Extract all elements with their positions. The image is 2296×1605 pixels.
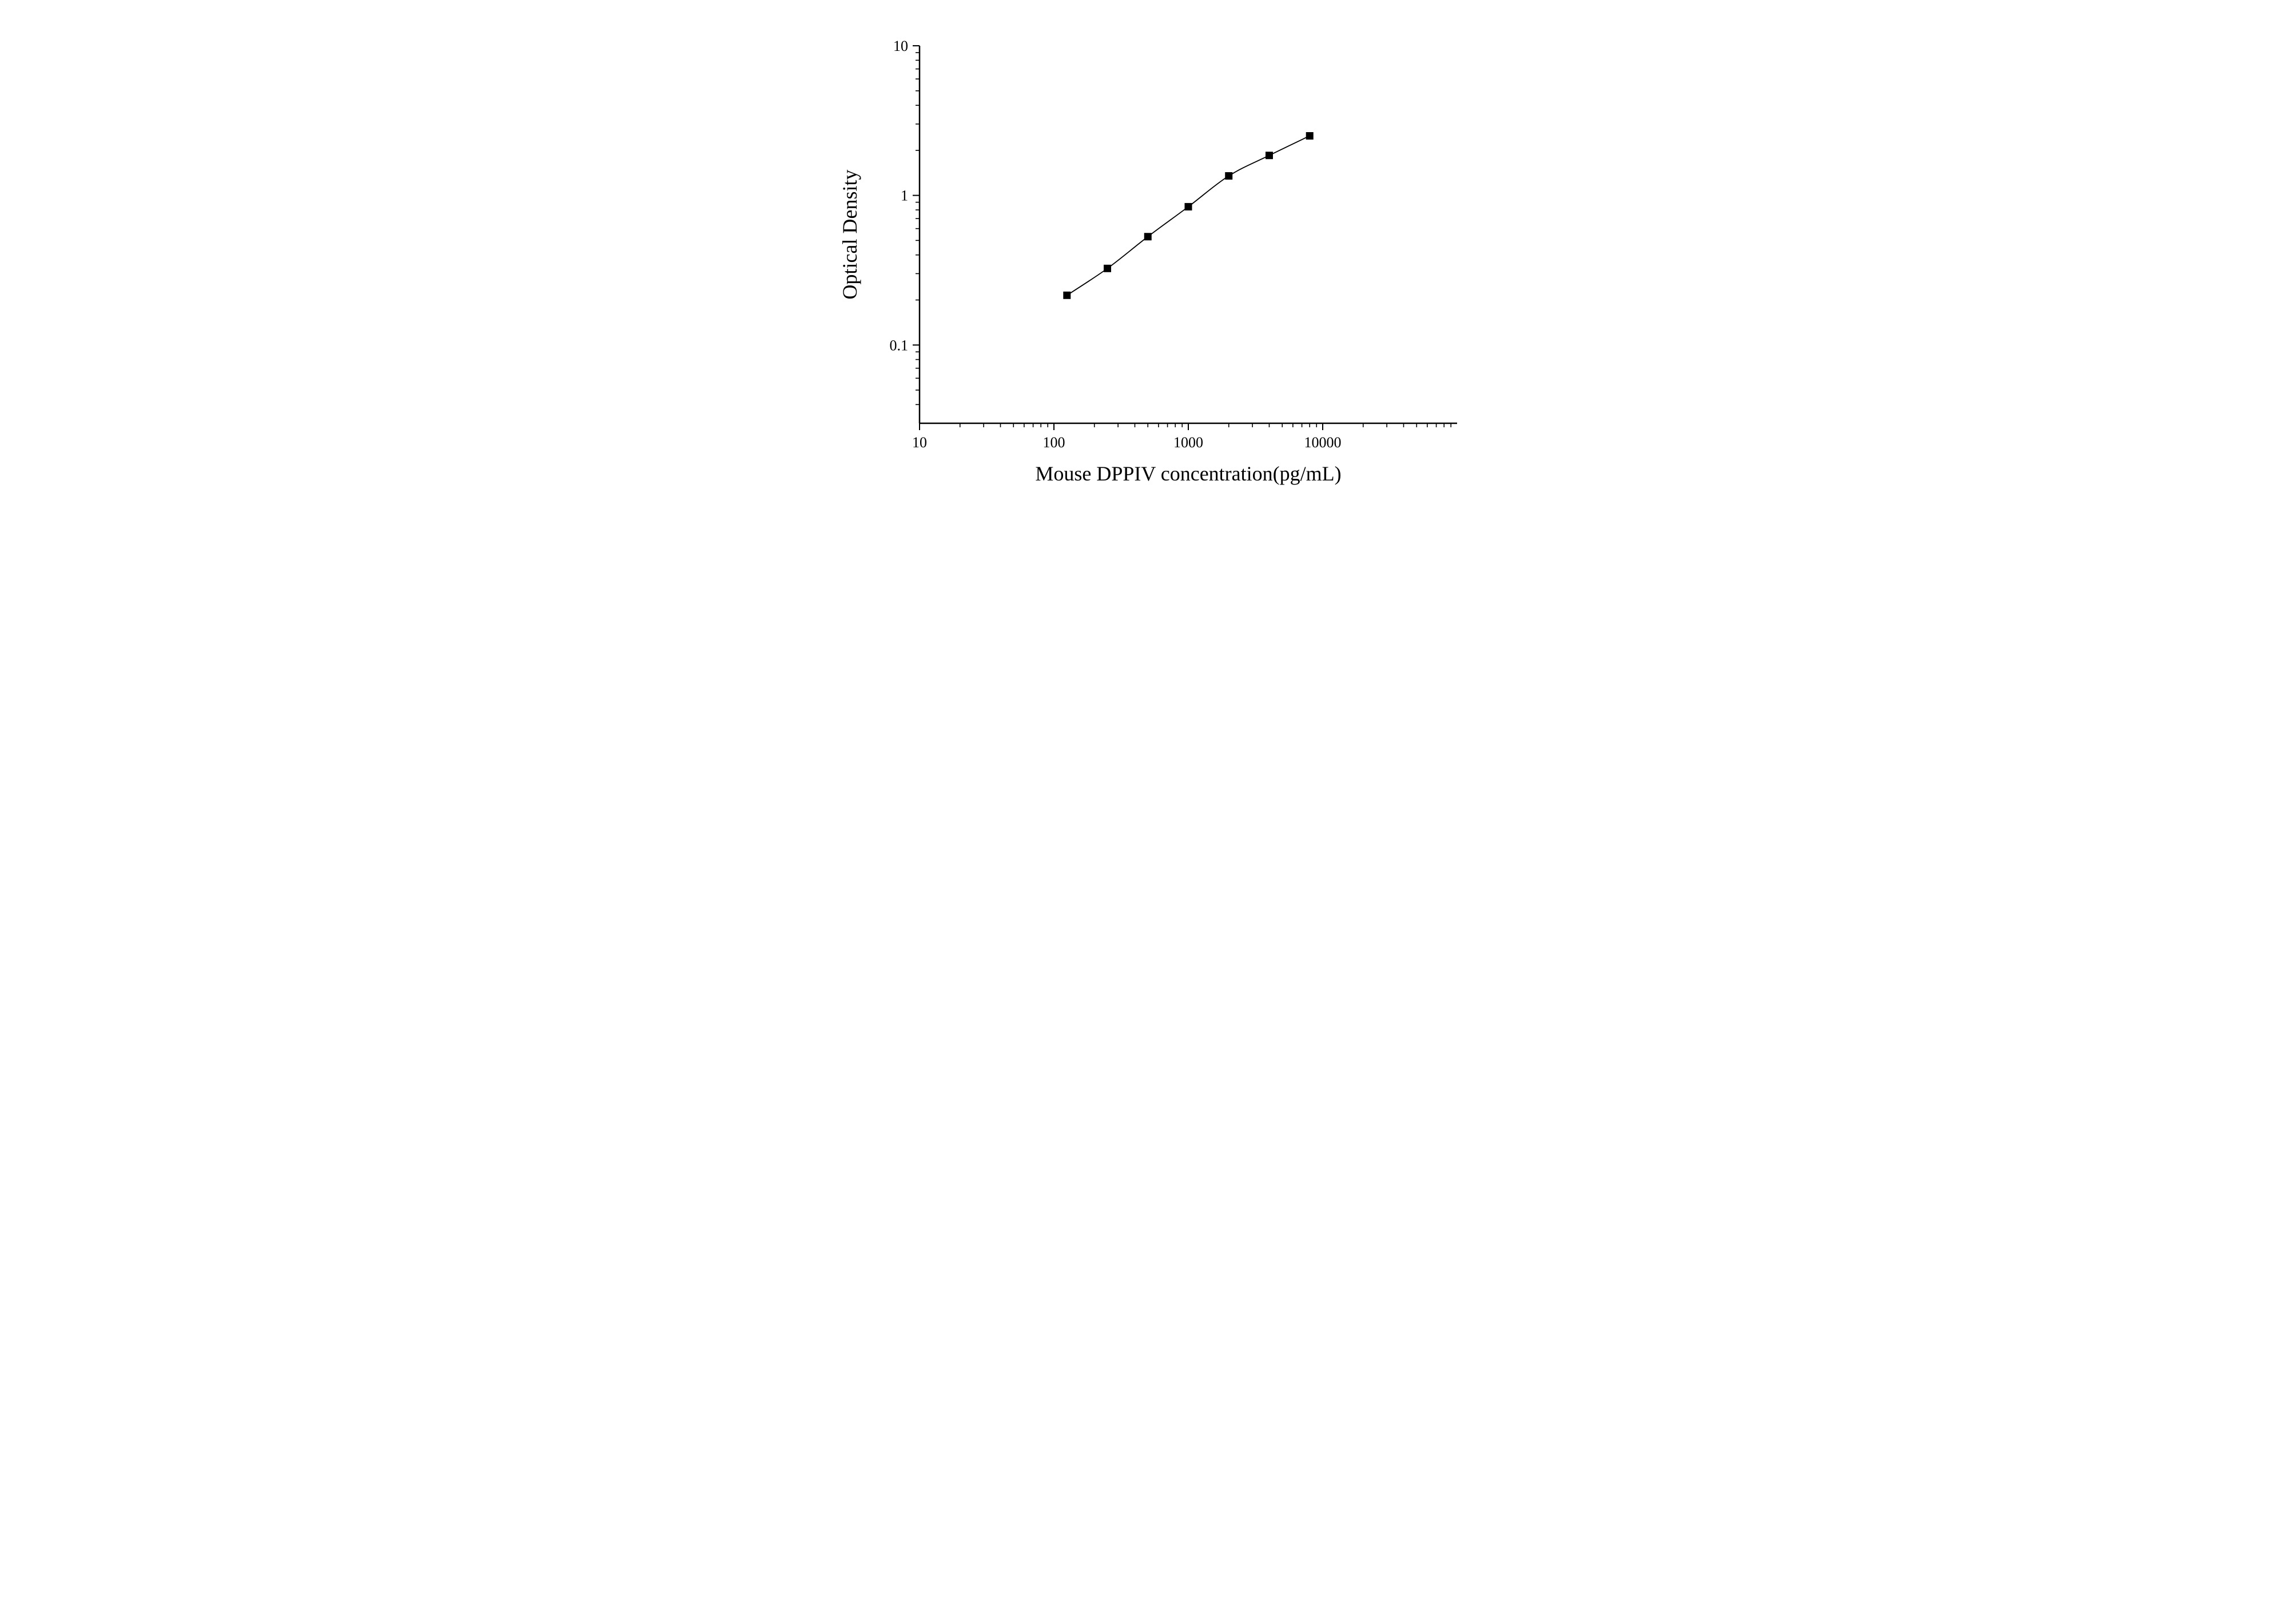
data-marker (1225, 173, 1232, 180)
y-tick-label: 10 (893, 38, 908, 54)
x-tick-label: 10 (912, 434, 927, 451)
y-tick-label: 0.1 (889, 337, 908, 353)
x-tick-label: 10000 (1304, 434, 1341, 451)
y-tick-label: 1 (901, 188, 908, 204)
data-marker (1144, 233, 1151, 240)
data-marker (1185, 203, 1192, 210)
data-marker (1266, 152, 1272, 159)
plot-background (805, 23, 1491, 503)
data-marker (1104, 265, 1111, 272)
elisa-standard-curve-chart: 10 100 1000 10000 0.1 1 10 Mouse DPPIV concentr… (805, 23, 1491, 503)
data-marker (1063, 292, 1070, 299)
data-marker (1306, 133, 1313, 140)
x-tick-label: 100 (1042, 434, 1065, 451)
x-tick-label: 1000 (1173, 434, 1203, 451)
chart-container: 10 100 1000 10000 0.1 1 10 Mouse DPPIV concentr… (805, 23, 1491, 503)
y-axis-label: Optical Density (838, 170, 861, 300)
x-axis-label: Mouse DPPIV concentration(pg/mL) (1035, 462, 1341, 485)
